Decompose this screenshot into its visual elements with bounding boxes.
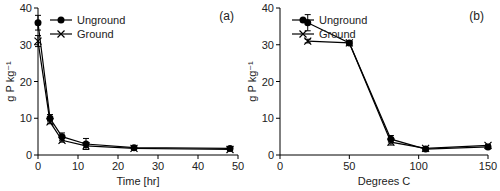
y-axis-label: g P kg⁻¹ bbox=[246, 61, 258, 102]
x-axis-label: Time [hr] bbox=[117, 175, 160, 187]
marker bbox=[227, 146, 234, 153]
legend-label: Ground bbox=[77, 28, 114, 40]
x-tick-label: 40 bbox=[192, 160, 204, 172]
x-tick-label: 20 bbox=[112, 160, 124, 172]
marker bbox=[346, 39, 353, 46]
marker bbox=[485, 143, 492, 150]
y-tick-label: 10 bbox=[20, 112, 32, 124]
legend-marker bbox=[300, 31, 307, 38]
x-axis-label: Degrees C bbox=[358, 175, 411, 187]
marker bbox=[131, 144, 138, 151]
error-bar bbox=[35, 36, 41, 47]
x-axis bbox=[280, 155, 488, 156]
legend: Unground Ground bbox=[292, 14, 367, 40]
legend-label: Ground bbox=[319, 28, 356, 40]
legend-marker bbox=[58, 17, 65, 24]
y-tick-label: 40 bbox=[20, 2, 32, 14]
y-tick bbox=[276, 81, 280, 82]
legend-marker bbox=[58, 31, 65, 38]
y-tick bbox=[276, 155, 280, 156]
series-line bbox=[308, 23, 488, 149]
marker bbox=[131, 145, 138, 152]
x-tick bbox=[349, 155, 350, 159]
legend-marker bbox=[300, 17, 307, 24]
x-tick bbox=[118, 155, 119, 159]
x-tick bbox=[198, 155, 199, 159]
legend: Unground Ground bbox=[50, 14, 125, 40]
panel-title: (b) bbox=[469, 9, 484, 23]
y-tick-label: 40 bbox=[262, 2, 274, 14]
y-tick bbox=[34, 81, 38, 82]
y-tick-label: 20 bbox=[20, 76, 32, 88]
x-tick bbox=[238, 155, 239, 159]
y-tick bbox=[34, 118, 38, 119]
marker bbox=[422, 146, 429, 153]
y-tick-label: 10 bbox=[262, 112, 274, 124]
y-tick bbox=[276, 44, 280, 45]
series-line bbox=[308, 41, 488, 148]
panel: 0 10 20 30 40 0 50 100 150 Degrees C g P kg⁻¹ (b) Un… bbox=[246, 2, 497, 187]
y-tick-label: 0 bbox=[268, 149, 274, 161]
x-tick bbox=[38, 155, 39, 159]
marker bbox=[227, 145, 234, 152]
panel-title: (a) bbox=[219, 9, 234, 23]
panel: 0 10 20 30 40 0 10 20 30 40 50 Time [hr] g P kg⁻¹ (a)… bbox=[4, 2, 244, 187]
x-axis bbox=[38, 155, 238, 156]
series-line bbox=[38, 23, 230, 149]
error-bar bbox=[83, 138, 89, 149]
x-tick bbox=[488, 155, 489, 159]
y-tick bbox=[34, 155, 38, 156]
x-tick-label: 30 bbox=[152, 160, 164, 172]
x-tick-label: 0 bbox=[35, 160, 41, 172]
error-bar bbox=[388, 139, 394, 145]
x-tick-label: 50 bbox=[343, 160, 355, 172]
x-tick-label: 0 bbox=[277, 160, 283, 172]
y-tick-label: 30 bbox=[262, 39, 274, 51]
legend-label: Unground bbox=[319, 14, 367, 26]
y-tick bbox=[34, 8, 38, 9]
y-tick-label: 30 bbox=[20, 39, 32, 51]
x-tick bbox=[78, 155, 79, 159]
figure: 0 10 20 30 40 0 10 20 30 40 50 Time [hr] g P kg⁻¹ (a)… bbox=[0, 0, 500, 191]
y-axis-label: g P kg⁻¹ bbox=[4, 61, 16, 102]
marker bbox=[304, 38, 311, 45]
marker bbox=[387, 139, 394, 146]
marker bbox=[35, 19, 42, 26]
x-tick-label: 50 bbox=[232, 160, 244, 172]
y-tick bbox=[276, 8, 280, 9]
x-tick-label: 150 bbox=[479, 160, 497, 172]
plot-area bbox=[35, 15, 234, 153]
x-tick-label: 10 bbox=[72, 160, 84, 172]
y-tick-label: 0 bbox=[26, 149, 32, 161]
y-tick-label: 20 bbox=[262, 76, 274, 88]
x-tick bbox=[418, 155, 419, 159]
x-tick bbox=[158, 155, 159, 159]
marker bbox=[35, 38, 42, 45]
series-line bbox=[38, 41, 230, 149]
legend-label: Unground bbox=[77, 14, 125, 26]
y-tick bbox=[276, 118, 280, 119]
error-bar bbox=[35, 15, 41, 30]
error-bar bbox=[305, 15, 311, 31]
marker bbox=[59, 137, 66, 144]
marker bbox=[422, 145, 429, 152]
marker bbox=[47, 118, 54, 125]
marker bbox=[485, 142, 492, 149]
x-tick-label: 100 bbox=[409, 160, 427, 172]
x-tick bbox=[280, 155, 281, 159]
plot-area bbox=[304, 15, 491, 153]
marker bbox=[83, 142, 90, 149]
